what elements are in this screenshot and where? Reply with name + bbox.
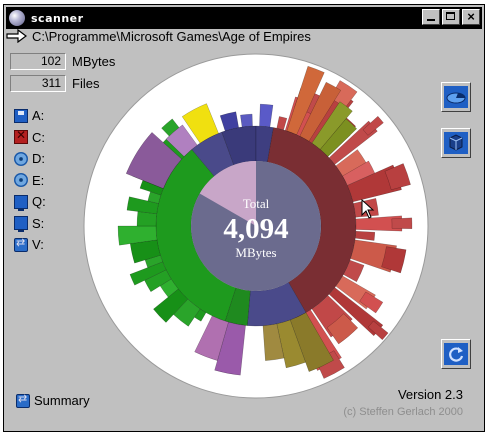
version-label: Version 2.3 bbox=[397, 387, 463, 402]
folder-segment[interactable] bbox=[276, 116, 288, 131]
size-unit-label: MBytes bbox=[72, 54, 116, 69]
center-wedge[interactable] bbox=[199, 161, 256, 226]
drive-e[interactable]: E: bbox=[14, 170, 46, 192]
path-bar: C:\Programme\Microsoft Games\Age of Empi… bbox=[6, 27, 311, 45]
summary-button[interactable]: Summary bbox=[16, 392, 90, 408]
folder-segment[interactable] bbox=[219, 111, 239, 132]
folder-segment[interactable] bbox=[343, 259, 365, 283]
total-unit: MBytes bbox=[235, 245, 276, 260]
folder-segment[interactable] bbox=[173, 298, 201, 327]
drive-v[interactable]: V: bbox=[14, 234, 46, 256]
folder-segment[interactable] bbox=[262, 323, 285, 361]
folder-segment[interactable] bbox=[354, 230, 376, 241]
app-logo-icon[interactable] bbox=[9, 10, 25, 26]
folder-segment[interactable] bbox=[129, 239, 161, 264]
folder-segment[interactable] bbox=[342, 160, 376, 186]
maximize-button[interactable] bbox=[442, 9, 460, 25]
folder-segment[interactable] bbox=[214, 321, 246, 376]
mouse-cursor-icon bbox=[361, 199, 375, 219]
sunburst-chart[interactable]: Total 4,094 MBytes bbox=[82, 52, 430, 400]
files-value: 311 bbox=[10, 75, 66, 92]
folder-segment[interactable] bbox=[362, 115, 384, 136]
folder-segment[interactable] bbox=[194, 308, 207, 322]
folder-segment[interactable] bbox=[181, 103, 219, 144]
close-button[interactable]: × bbox=[462, 9, 480, 25]
drive-q[interactable]: Q: bbox=[14, 191, 46, 213]
drive-label: Q: bbox=[32, 194, 46, 210]
title-bar[interactable]: scanner × bbox=[6, 7, 482, 29]
files-label: Files bbox=[72, 76, 100, 91]
folder-segment[interactable] bbox=[319, 118, 358, 157]
zoom-out-button[interactable] bbox=[441, 82, 471, 112]
arrow-right-icon[interactable] bbox=[6, 29, 28, 43]
folder-segment[interactable] bbox=[259, 103, 274, 128]
network-drive-icon bbox=[14, 216, 28, 233]
harddisk-icon bbox=[14, 128, 28, 145]
drive-label: E: bbox=[32, 172, 45, 188]
refresh-button[interactable] bbox=[441, 339, 471, 369]
folder-segment[interactable] bbox=[125, 131, 183, 189]
size-value: 102 bbox=[10, 53, 66, 70]
folder-rings[interactable] bbox=[117, 65, 413, 379]
folder-segment[interactable] bbox=[381, 246, 407, 274]
folder-segment[interactable] bbox=[367, 320, 389, 341]
summary-icon bbox=[16, 392, 30, 408]
cube-icon bbox=[444, 132, 468, 154]
folder-segment[interactable] bbox=[384, 163, 411, 191]
window-title: scanner bbox=[31, 11, 84, 25]
pie-view-icon bbox=[444, 86, 468, 108]
minimize-button[interactable] bbox=[422, 9, 440, 25]
size-stat: 102 MBytes bbox=[10, 53, 115, 70]
drive-s[interactable]: S: bbox=[14, 213, 46, 235]
folder-segment[interactable] bbox=[126, 196, 159, 215]
folder-segment[interactable] bbox=[136, 211, 158, 227]
drive-c[interactable]: C: bbox=[14, 127, 46, 149]
drive-label: D: bbox=[32, 151, 45, 167]
folder-segment[interactable] bbox=[147, 191, 162, 204]
copyright-label: (c) Steffen Gerlach 2000 bbox=[343, 406, 463, 418]
folder-segment[interactable] bbox=[286, 65, 325, 135]
drive-label: S: bbox=[32, 215, 45, 231]
folder-segment[interactable] bbox=[240, 113, 253, 128]
folder-segment[interactable] bbox=[159, 278, 179, 298]
folder-segment[interactable] bbox=[391, 217, 413, 229]
folder-segment[interactable] bbox=[144, 254, 163, 268]
network-drive-icon bbox=[14, 236, 28, 252]
current-path: C:\Programme\Microsoft Games\Age of Empi… bbox=[32, 28, 311, 44]
folder-segment[interactable] bbox=[326, 313, 359, 345]
folder-segment[interactable] bbox=[129, 261, 167, 286]
cube-view-button[interactable] bbox=[441, 128, 471, 158]
drive-d[interactable]: D: bbox=[14, 148, 46, 170]
drive-list: A: C: D: E: Q: S: V: bbox=[14, 105, 46, 256]
refresh-icon bbox=[444, 343, 468, 365]
window-controls: × bbox=[422, 9, 480, 25]
floppy-icon bbox=[14, 108, 28, 123]
folder-segment[interactable] bbox=[359, 291, 384, 314]
drive-label: C: bbox=[32, 129, 45, 145]
files-stat: 311 Files bbox=[10, 75, 99, 92]
summary-label: Summary bbox=[34, 393, 90, 408]
cdrom-icon bbox=[14, 151, 28, 166]
folder-segment[interactable] bbox=[194, 315, 229, 361]
drive-label: V: bbox=[32, 237, 44, 253]
total-caption: Total bbox=[243, 196, 270, 211]
folder-segment[interactable] bbox=[165, 124, 198, 157]
total-value: 4,094 bbox=[223, 213, 288, 245]
cdrom-icon bbox=[14, 173, 28, 188]
folder-segment[interactable] bbox=[299, 81, 342, 142]
drive-a[interactable]: A: bbox=[14, 105, 46, 127]
drive-label: A: bbox=[32, 108, 45, 124]
network-drive-icon bbox=[14, 194, 28, 211]
